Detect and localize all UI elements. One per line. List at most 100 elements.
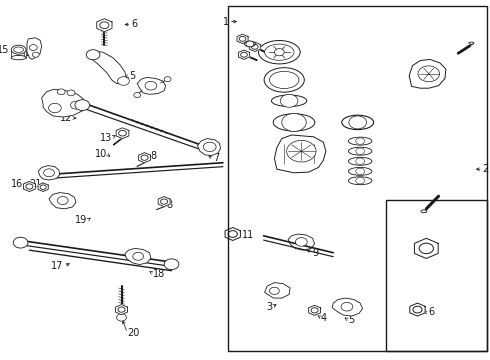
Polygon shape <box>410 303 425 316</box>
Text: 18: 18 <box>153 269 165 279</box>
Text: 6: 6 <box>131 19 137 30</box>
Circle shape <box>282 113 306 131</box>
Text: 4: 4 <box>321 312 327 323</box>
Polygon shape <box>49 193 76 209</box>
Polygon shape <box>27 38 42 59</box>
Ellipse shape <box>259 40 300 64</box>
Text: 12: 12 <box>60 113 73 123</box>
Circle shape <box>270 287 279 294</box>
Circle shape <box>274 49 284 56</box>
Ellipse shape <box>348 177 372 185</box>
Polygon shape <box>197 139 220 156</box>
Bar <box>228 6 487 351</box>
Text: 21: 21 <box>29 179 42 189</box>
Ellipse shape <box>14 47 24 52</box>
Text: 15: 15 <box>0 45 10 55</box>
Text: 16: 16 <box>11 179 24 189</box>
Circle shape <box>71 101 81 109</box>
Polygon shape <box>249 42 260 51</box>
Polygon shape <box>239 50 249 59</box>
Polygon shape <box>409 59 446 88</box>
Text: 14: 14 <box>21 50 33 60</box>
Circle shape <box>134 93 141 98</box>
Ellipse shape <box>348 167 372 175</box>
Ellipse shape <box>265 44 294 60</box>
Circle shape <box>145 81 157 90</box>
Ellipse shape <box>11 55 26 60</box>
Text: 11: 11 <box>242 230 254 240</box>
Text: 1: 1 <box>222 17 229 27</box>
Circle shape <box>356 158 365 165</box>
Polygon shape <box>288 234 315 250</box>
Circle shape <box>49 103 61 113</box>
Polygon shape <box>332 298 363 316</box>
Text: 2: 2 <box>483 164 489 174</box>
Circle shape <box>44 169 54 177</box>
Circle shape <box>118 77 129 85</box>
Circle shape <box>133 252 144 260</box>
Polygon shape <box>415 238 438 258</box>
Circle shape <box>280 94 298 107</box>
Circle shape <box>75 100 90 111</box>
Polygon shape <box>125 248 151 265</box>
Circle shape <box>32 52 39 57</box>
Polygon shape <box>309 305 320 315</box>
Ellipse shape <box>273 114 315 131</box>
Circle shape <box>67 90 75 96</box>
Ellipse shape <box>342 115 374 130</box>
Ellipse shape <box>270 71 299 89</box>
Text: 5: 5 <box>129 71 135 81</box>
Circle shape <box>418 66 440 82</box>
Circle shape <box>117 314 126 321</box>
Polygon shape <box>116 128 129 139</box>
Ellipse shape <box>245 41 255 47</box>
Circle shape <box>86 50 100 60</box>
Circle shape <box>13 237 28 248</box>
Polygon shape <box>38 166 60 180</box>
Text: 13: 13 <box>99 132 112 143</box>
Text: 6: 6 <box>429 307 435 318</box>
Polygon shape <box>158 197 170 207</box>
Circle shape <box>356 168 365 175</box>
Text: 8: 8 <box>167 200 172 210</box>
Ellipse shape <box>421 210 427 213</box>
Ellipse shape <box>348 137 372 145</box>
Polygon shape <box>265 283 290 298</box>
Ellipse shape <box>469 42 474 44</box>
Ellipse shape <box>11 45 26 54</box>
Ellipse shape <box>264 68 304 92</box>
Text: 19: 19 <box>75 215 87 225</box>
Circle shape <box>295 238 307 246</box>
Circle shape <box>341 302 353 311</box>
Polygon shape <box>237 34 248 44</box>
Polygon shape <box>97 19 112 32</box>
Polygon shape <box>137 77 166 94</box>
Circle shape <box>29 45 37 50</box>
Text: 5: 5 <box>348 315 354 325</box>
Polygon shape <box>42 89 86 117</box>
Polygon shape <box>274 135 326 173</box>
Circle shape <box>57 197 68 204</box>
Ellipse shape <box>348 147 372 155</box>
Circle shape <box>246 41 254 47</box>
Circle shape <box>287 140 316 162</box>
Polygon shape <box>225 228 241 240</box>
Bar <box>386 200 487 351</box>
Polygon shape <box>90 51 126 84</box>
Text: 9: 9 <box>152 86 158 96</box>
Circle shape <box>356 177 365 184</box>
Text: 7: 7 <box>213 153 220 163</box>
Circle shape <box>349 116 367 129</box>
Circle shape <box>356 138 365 144</box>
Text: 3: 3 <box>266 302 272 312</box>
Circle shape <box>356 148 365 154</box>
Text: 17: 17 <box>51 261 64 271</box>
Circle shape <box>57 89 65 95</box>
Ellipse shape <box>271 95 307 107</box>
Text: 8: 8 <box>150 150 156 161</box>
Circle shape <box>203 142 216 152</box>
Polygon shape <box>139 153 150 163</box>
Text: 20: 20 <box>127 328 140 338</box>
Polygon shape <box>38 183 48 192</box>
Text: 9: 9 <box>313 248 319 258</box>
